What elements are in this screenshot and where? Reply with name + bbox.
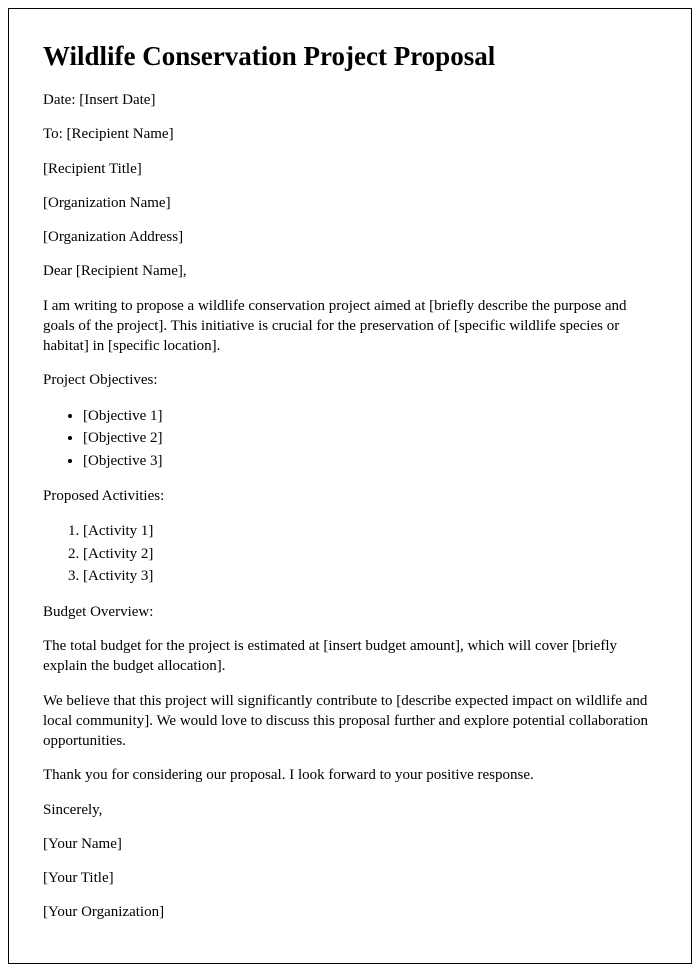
list-item: [Activity 3] [83,565,657,588]
to-line: To: [Recipient Name] [43,124,657,144]
date-line: Date: [Insert Date] [43,90,657,110]
objectives-list: [Objective 1] [Objective 2] [Objective 3… [43,405,657,473]
closing: Sincerely, [43,800,657,820]
list-item: [Objective 2] [83,427,657,450]
your-name: [Your Name] [43,834,657,854]
intro-paragraph: I am writing to propose a wildlife conse… [43,296,657,357]
list-item: [Activity 2] [83,543,657,566]
recipient-title: [Recipient Title] [43,159,657,179]
list-item: [Objective 3] [83,450,657,473]
activities-list: [Activity 1] [Activity 2] [Activity 3] [43,520,657,588]
list-item: [Objective 1] [83,405,657,428]
salutation: Dear [Recipient Name], [43,261,657,281]
organization-address: [Organization Address] [43,227,657,247]
budget-heading: Budget Overview: [43,602,657,622]
document-page: Wildlife Conservation Project Proposal D… [8,8,692,964]
organization-name: [Organization Name] [43,193,657,213]
activities-heading: Proposed Activities: [43,486,657,506]
list-item: [Activity 1] [83,520,657,543]
your-organization: [Your Organization] [43,902,657,922]
your-title: [Your Title] [43,868,657,888]
thanks-paragraph: Thank you for considering our proposal. … [43,765,657,785]
document-title: Wildlife Conservation Project Proposal [43,41,657,72]
impact-paragraph: We believe that this project will signif… [43,691,657,752]
budget-body: The total budget for the project is esti… [43,636,657,677]
objectives-heading: Project Objectives: [43,370,657,390]
